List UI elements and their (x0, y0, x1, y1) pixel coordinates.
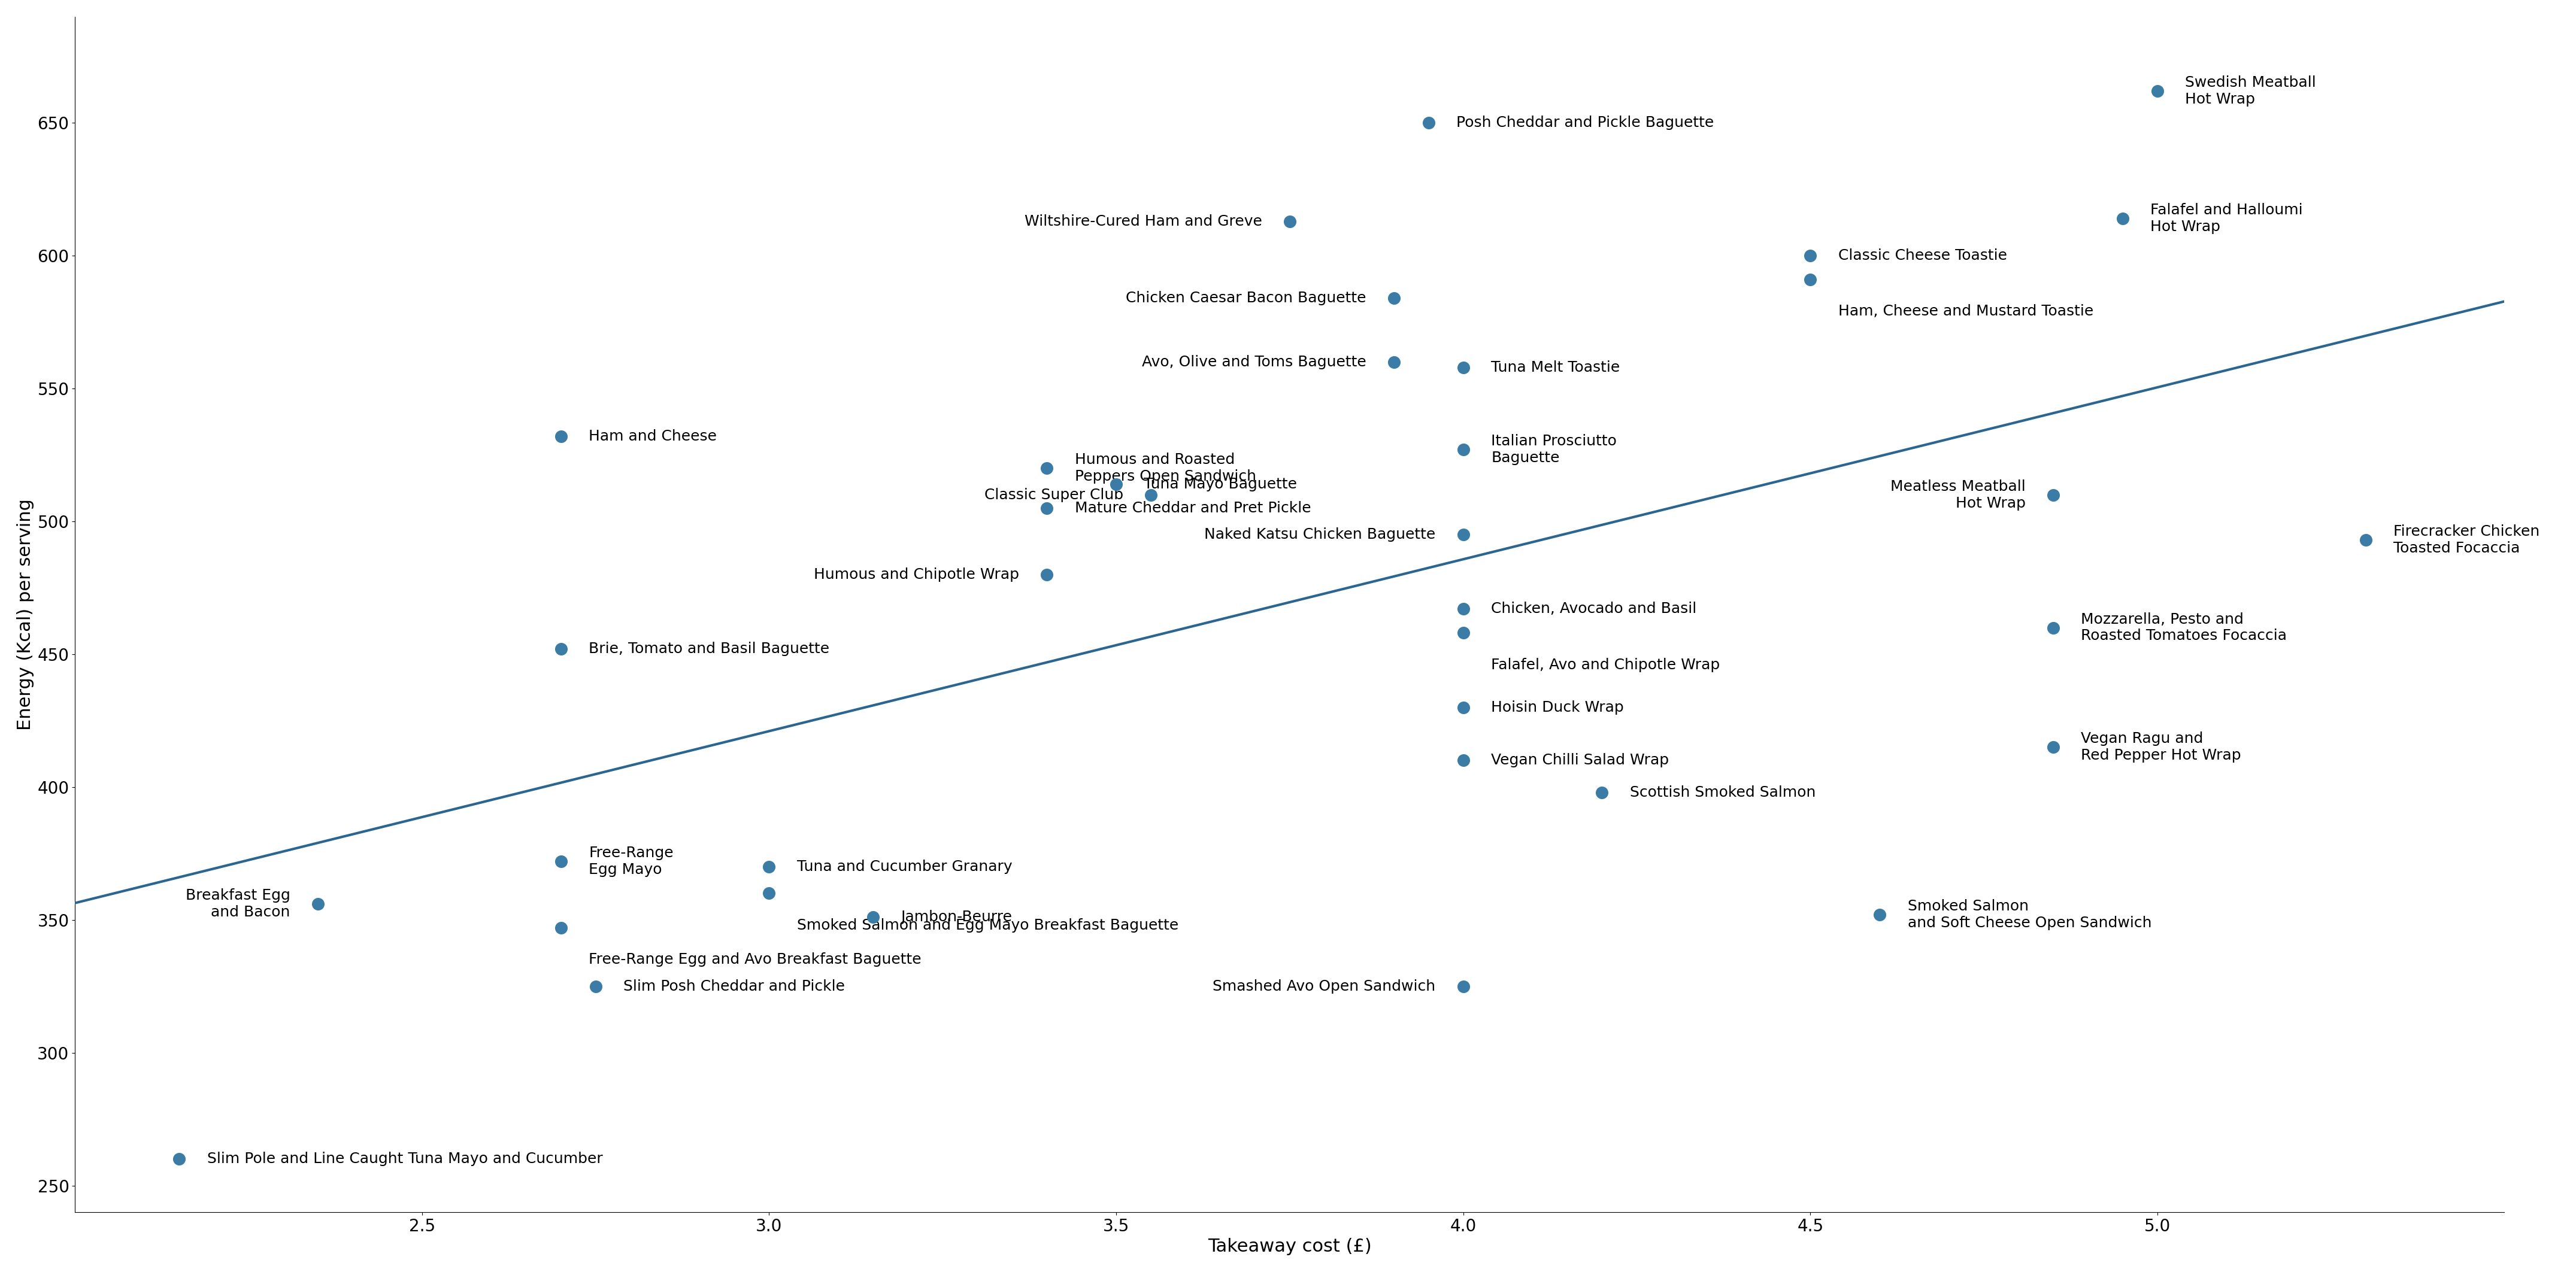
Text: Wiltshire-Cured Ham and Greve: Wiltshire-Cured Ham and Greve (1025, 214, 1262, 229)
Point (2032, 617, 2074, 637)
Text: Jambon-Beurre: Jambon-Beurre (902, 909, 1012, 925)
Point (2344, 530, 2385, 551)
Point (1443, 623, 1484, 644)
Text: Chicken Caesar Bacon Baguette: Chicken Caesar Bacon Baguette (1126, 291, 1365, 305)
Text: Free-Range Egg and Avo Breakfast Baguette: Free-Range Egg and Avo Breakfast Baguett… (590, 953, 922, 967)
Point (1373, 352, 1414, 373)
Point (1373, 287, 1414, 308)
Text: Ham, Cheese and Mustard Toastie: Ham, Cheese and Mustard Toastie (1839, 304, 2094, 319)
Text: Humous and Chipotle Wrap: Humous and Chipotle Wrap (814, 567, 1020, 581)
Point (1270, 211, 1311, 232)
Point (541, 639, 582, 659)
Point (1443, 599, 1484, 619)
Text: Hoisin Duck Wrap: Hoisin Duck Wrap (1492, 700, 1623, 715)
Text: Italian Prosciutto
Baguette: Italian Prosciutto Baguette (1492, 434, 1618, 466)
Point (1443, 750, 1484, 771)
Point (2102, 209, 2143, 229)
Point (1790, 270, 1832, 290)
Point (160, 1149, 201, 1169)
Point (1860, 904, 1901, 925)
X-axis label: Takeaway cost (£): Takeaway cost (£) (1208, 1238, 1370, 1255)
Text: Naked Katsu Chicken Baguette: Naked Katsu Chicken Baguette (1203, 528, 1435, 542)
Point (1131, 485, 1172, 505)
Point (2136, 81, 2177, 102)
Text: Mozzarella, Pesto and
Roasted Tomatoes Focaccia: Mozzarella, Pesto and Roasted Tomatoes F… (2081, 612, 2287, 644)
Text: Slim Posh Cheddar and Pickle: Slim Posh Cheddar and Pickle (623, 979, 845, 993)
Y-axis label: Energy (Kcal) per serving: Energy (Kcal) per serving (15, 499, 33, 730)
Text: Meatless Meatball
Hot Wrap: Meatless Meatball Hot Wrap (1891, 480, 2025, 510)
Point (1443, 524, 1484, 544)
Point (1790, 245, 1832, 266)
Point (1025, 458, 1066, 478)
Text: Tuna Mayo Baguette: Tuna Mayo Baguette (1144, 477, 1298, 491)
Point (1582, 782, 1623, 803)
Point (2032, 485, 2074, 505)
Point (1025, 565, 1066, 585)
Text: Vegan Chilli Salad Wrap: Vegan Chilli Salad Wrap (1492, 753, 1669, 768)
Text: Tuna Melt Toastie: Tuna Melt Toastie (1492, 360, 1620, 374)
Text: Smoked Salmon
and Soft Cheese Open Sandwich: Smoked Salmon and Soft Cheese Open Sandw… (1906, 899, 2151, 930)
Text: Brie, Tomato and Basil Baguette: Brie, Tomato and Basil Baguette (590, 641, 829, 656)
Text: Falafel and Halloumi
Hot Wrap: Falafel and Halloumi Hot Wrap (2151, 204, 2303, 234)
Text: Vegan Ragu and
Red Pepper Hot Wrap: Vegan Ragu and Red Pepper Hot Wrap (2081, 731, 2241, 763)
Point (541, 851, 582, 871)
Text: Falafel, Avo and Chipotle Wrap: Falafel, Avo and Chipotle Wrap (1492, 658, 1721, 672)
Point (1095, 474, 1136, 495)
Text: Firecracker Chicken
Toasted Focaccia: Firecracker Chicken Toasted Focaccia (2393, 524, 2540, 556)
Point (1409, 113, 1450, 134)
Text: Mature Cheddar and Pret Pickle: Mature Cheddar and Pret Pickle (1074, 501, 1311, 515)
Point (296, 894, 337, 915)
Point (853, 907, 894, 927)
Text: Posh Cheddar and Pickle Baguette: Posh Cheddar and Pickle Baguette (1455, 116, 1713, 130)
Point (2032, 736, 2074, 757)
Point (541, 917, 582, 937)
Text: Classic Super Club: Classic Super Club (984, 487, 1123, 502)
Text: Chicken, Avocado and Basil: Chicken, Avocado and Basil (1492, 602, 1698, 616)
Text: Classic Cheese Toastie: Classic Cheese Toastie (1839, 248, 2007, 263)
Text: Smoked Salmon and Egg Mayo Breakfast Baguette: Smoked Salmon and Egg Mayo Breakfast Bag… (796, 918, 1177, 932)
Point (574, 976, 616, 996)
Point (750, 883, 791, 903)
Point (1443, 976, 1484, 996)
Text: Avo, Olive and Toms Baguette: Avo, Olive and Toms Baguette (1141, 355, 1365, 369)
Point (750, 856, 791, 876)
Point (1443, 697, 1484, 717)
Text: Breakfast Egg
and Bacon: Breakfast Egg and Bacon (185, 888, 291, 920)
Text: Scottish Smoked Salmon: Scottish Smoked Salmon (1631, 785, 1816, 800)
Text: Humous and Roasted
Peppers Open Sandwich: Humous and Roasted Peppers Open Sandwich (1074, 453, 1257, 483)
Text: Smashed Avo Open Sandwich: Smashed Avo Open Sandwich (1213, 979, 1435, 993)
Point (1025, 497, 1066, 518)
Point (1443, 357, 1484, 378)
Text: Slim Pole and Line Caught Tuna Mayo and Cucumber: Slim Pole and Line Caught Tuna Mayo and … (206, 1151, 603, 1166)
Text: Ham and Cheese: Ham and Cheese (590, 429, 716, 444)
Point (1443, 440, 1484, 460)
Text: Swedish Meatball
Hot Wrap: Swedish Meatball Hot Wrap (2184, 75, 2316, 107)
Point (541, 426, 582, 446)
Text: Tuna and Cucumber Granary: Tuna and Cucumber Granary (796, 860, 1012, 874)
Text: Free-Range
Egg Mayo: Free-Range Egg Mayo (590, 846, 672, 876)
